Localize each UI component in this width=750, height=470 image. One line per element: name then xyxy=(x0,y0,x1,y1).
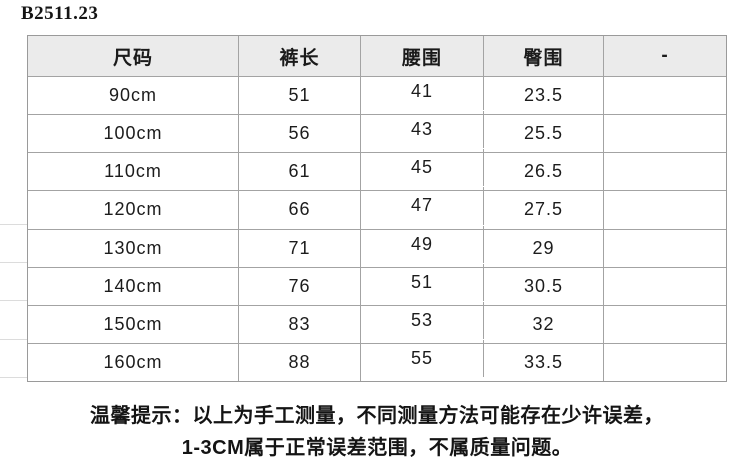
table-cell: 47 xyxy=(361,187,484,225)
table-row: 110cm 61 45 26.5 xyxy=(28,149,726,192)
table-row: 140cm 76 51 30.5 xyxy=(28,263,726,306)
table-cell xyxy=(604,115,726,152)
column-header: 尺码 xyxy=(28,36,239,76)
table-cell: 41 xyxy=(361,73,484,111)
table-cell: 61 xyxy=(239,153,361,191)
table-cell xyxy=(604,344,726,381)
column-header: 裤长 xyxy=(239,36,361,76)
column-header: 腰围 xyxy=(361,36,484,76)
table-cell: 23.5 xyxy=(484,77,604,115)
table-row: 150cm 83 53 32 xyxy=(28,301,726,344)
table-cell: 66 xyxy=(239,191,361,229)
table-cell: 53 xyxy=(361,301,484,339)
column-header: - xyxy=(661,45,669,66)
table-row: 130cm 71 49 29 xyxy=(28,225,726,268)
table-cell: 25.5 xyxy=(484,115,604,153)
page-title: B2511.23 xyxy=(21,3,99,24)
row-line-artifact xyxy=(0,300,27,301)
table-cell: 30.5 xyxy=(484,267,604,305)
table-cell: 29 xyxy=(484,229,604,267)
table-cell: 88 xyxy=(239,343,361,381)
table-cell: 56 xyxy=(239,115,361,153)
table-row: 160cm 88 55 33.5 xyxy=(28,339,726,381)
note-line-1: 温馨提示：以上为手工测量，不同测量方法可能存在少许误差， xyxy=(90,405,664,427)
table-cell: 27.5 xyxy=(484,191,604,229)
size-table: 尺码 裤长 腰围 臀围 -90cm 51 41 23.5 100cm 56 43 25.5 110cm 6… xyxy=(27,35,727,382)
table-cell: 51 xyxy=(239,77,361,115)
table-cell: 100cm xyxy=(28,115,239,153)
table-cell: 43 xyxy=(361,111,484,149)
table-cell xyxy=(604,191,726,228)
table-cell: 90cm xyxy=(28,77,239,115)
row-line-artifact xyxy=(0,339,27,340)
table-cell: 49 xyxy=(361,225,484,263)
row-line-artifact xyxy=(0,224,27,225)
table-cell: 76 xyxy=(239,267,361,305)
row-line-artifact xyxy=(0,262,27,263)
table-row: 120cm 66 47 27.5 xyxy=(28,187,726,230)
measurement-note: 温馨提示：以上为手工测量，不同测量方法可能存在少许误差， 1-3CM属于正常误差… xyxy=(27,400,727,464)
table-cell: 140cm xyxy=(28,267,239,305)
table-row: 100cm 56 43 25.5 xyxy=(28,111,726,154)
table-cell xyxy=(604,306,726,343)
table-cell xyxy=(604,230,726,267)
table-cell: 26.5 xyxy=(484,153,604,191)
table-cell: 110cm xyxy=(28,153,239,191)
table-cell: 160cm xyxy=(28,343,239,381)
column-header: 臀围 xyxy=(484,36,604,76)
table-cell: 55 xyxy=(361,339,484,377)
table-row: 90cm 51 41 23.5 xyxy=(28,73,726,116)
table-cell: 32 xyxy=(484,305,604,343)
table-cell: 150cm xyxy=(28,305,239,343)
table-cell xyxy=(604,268,726,305)
table-cell: 71 xyxy=(239,229,361,267)
table-cell: 83 xyxy=(239,305,361,343)
table-cell: 130cm xyxy=(28,229,239,267)
table-cell: 45 xyxy=(361,149,484,187)
row-line-artifact xyxy=(0,377,27,378)
table-cell xyxy=(604,153,726,190)
table-cell: 120cm xyxy=(28,191,239,229)
table-cell: 51 xyxy=(361,263,484,301)
table-header-row: 尺码 裤长 腰围 臀围 - xyxy=(28,36,726,77)
note-line-2: 1-3CM属于正常误差范围，不属质量问题。 xyxy=(181,437,573,459)
table-cell xyxy=(604,77,726,114)
table-cell: 33.5 xyxy=(484,343,604,381)
